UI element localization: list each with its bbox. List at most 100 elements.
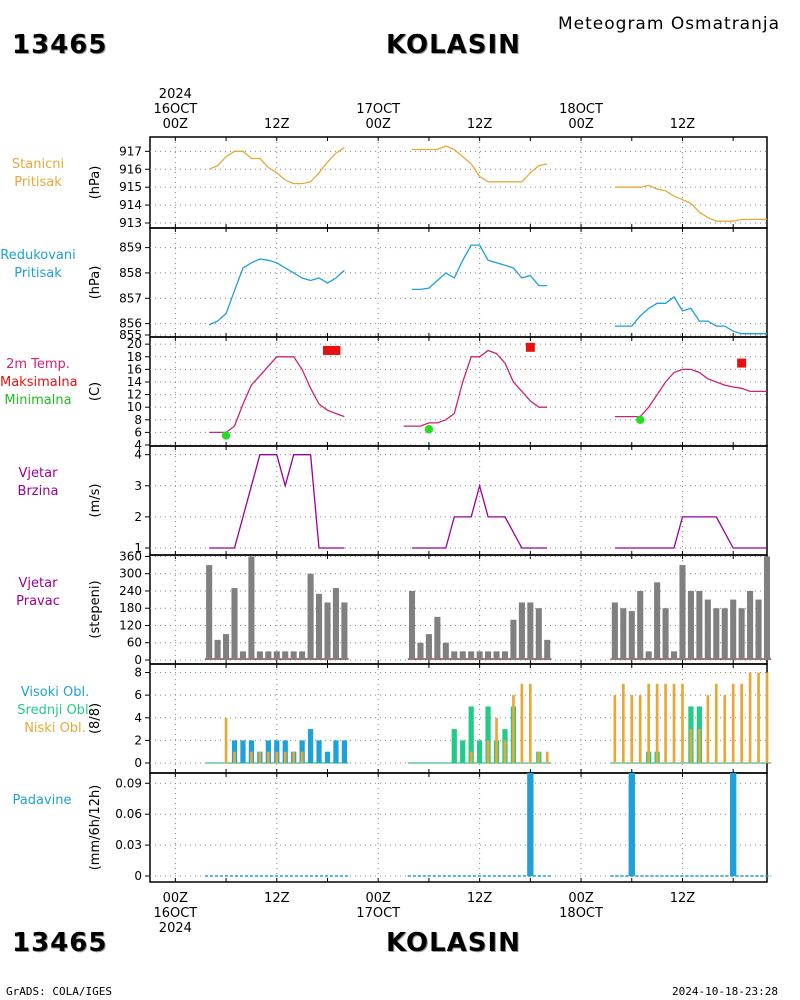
cloud-bar [613,695,617,763]
cloud-bar [240,740,246,763]
label-wind-direction: Vjetar Pravac [0,575,76,611]
wind_dir-bar [687,590,694,660]
wind_dir-bar [535,608,542,660]
precip-bar [527,773,534,876]
wind_dir-bar [256,651,263,660]
cloud-bar [316,740,322,763]
reduced-line-segment [614,296,767,335]
cloud-bar [698,729,701,763]
cloud-bar [748,672,752,763]
y-tick-label: 0 [134,869,142,883]
tmin-marker [636,415,645,424]
label-wind-direction-line2: Pravac [16,594,60,609]
wind_dir-bar [265,651,272,660]
bottom-time-label: 12Z [467,891,493,906]
wind_dir-bar [738,608,745,660]
cloud-bar [275,751,279,763]
wind_dir-bar [248,556,255,660]
y-tick-label: 120 [119,618,142,632]
y-tick-label: 4 [134,448,142,462]
wind_dir-bar [206,565,213,660]
cloud-bar [468,706,474,763]
cloud-bar [324,751,331,763]
label-temperature-line1: 2m Temp. [6,357,70,372]
tmin-marker [221,431,231,440]
label-wind-speed-line2: Brzina [17,484,59,499]
bottom-time-label: 16OCT [153,906,197,921]
y-tick-label: 0 [134,653,142,667]
cloud-bar [681,683,684,763]
temp-line-segment [614,368,767,418]
wind_dir-bar [679,565,686,660]
label-reduced-pressure-line1: Redukovani [0,248,76,263]
bottom-time-label: 17OCT [356,906,400,921]
cloud-bar [233,751,236,763]
panel-wind_dir: 0 60 120 180 240 300 360 (stepeni) [88,549,772,667]
wind_dir-bar [485,651,492,660]
cloud-bar [621,683,625,763]
y-tick-label: 1 [134,541,142,555]
wind_dir-bar [434,616,441,660]
label-clouds-line3: Niski Obl. [24,721,86,736]
label-wind-direction-line1: Vjetar [18,576,58,591]
label-station-pressure-line1: Stanicni [11,157,65,172]
cloud-bar [477,740,483,763]
reduced-line-segment [208,258,345,326]
tmax-marker [331,345,341,355]
wind_speed-line-segment [614,516,767,549]
wind_dir-bar [273,651,280,660]
y-tick-label: 4 [134,711,142,725]
precip-bar [730,773,737,876]
wind_dir-bar [645,651,652,660]
cloud-bar [664,683,667,763]
cloud-bar [460,740,466,763]
unit-label-temp: (C) [88,382,103,401]
wind_dir-bar [324,602,331,660]
station-id-top: 13465 [12,30,108,60]
cloud-bar [647,683,651,763]
wind_dir-bar [713,608,720,660]
wind_dir-bar [341,602,348,660]
cloud-bar [469,751,473,763]
cloud-bar [341,740,348,763]
wind_dir-bar [637,590,644,660]
cloud-bar [765,672,769,763]
label-precipitation: Padavine [0,792,84,810]
panel-frame-wind_dir [149,554,768,665]
wind_dir-bar [654,582,661,660]
wind_dir-bar [231,588,238,660]
wind_dir-bar [730,599,737,660]
wind_dir-bar [442,642,449,660]
y-tick-label: 858 [119,266,142,280]
wind_dir-bar [518,602,525,660]
y-tick-label: 4 [134,438,142,452]
top-time-label: 12Z [467,117,493,132]
top-time-label: 18OCT [559,102,603,117]
bottom-time-label: 12Z [264,891,290,906]
y-tick-label: 18 [127,350,142,364]
wind_dir-bar [315,593,323,660]
wind_speed-line-segment [412,483,548,549]
wind_dir-bar [628,611,635,660]
y-tick-label: 855 [119,328,142,342]
bottom-time-label: 12Z [670,891,696,906]
label-station-pressure-line2: Pritisak [14,175,62,190]
cloud-bar [512,695,515,763]
y-tick-label: 913 [119,216,142,230]
footer-timestamp: 2024-10-18-23:28 [672,985,778,998]
y-tick-label: 240 [119,584,142,598]
y-tick-label: 0 [134,756,142,770]
top-time-label: 00Z [163,117,189,132]
y-tick-label: 360 [119,549,142,563]
wind_dir-bar [620,608,627,660]
unit-label-precip: (mm/6h/12h) [88,785,103,871]
cloud-bar [537,751,541,763]
cloud-bar [486,740,490,763]
wind_speed-line-segment [209,454,345,549]
top-time-label: 00Z [568,117,594,132]
bottom-time-label: 00Z [568,891,594,906]
y-tick-label: 8 [134,413,142,427]
y-tick-label: 917 [119,144,142,158]
y-tick-label: 60 [127,636,142,650]
cloud-bar [300,751,304,763]
